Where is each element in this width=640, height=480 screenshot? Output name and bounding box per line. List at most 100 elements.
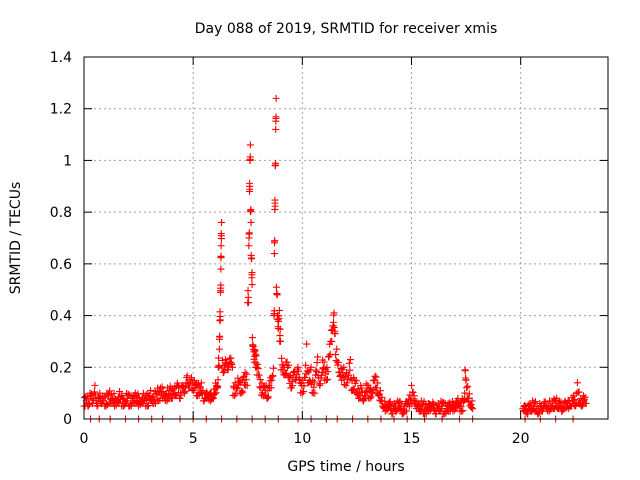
data-point xyxy=(248,269,256,277)
data-point xyxy=(215,354,223,362)
axis-ticks: 0 0.2 0.4 0.6 0.8 1 1.2 1.4 0 5 10 15 20 xyxy=(50,50,608,447)
data-point xyxy=(403,407,411,415)
data-point xyxy=(233,384,241,392)
data-point xyxy=(311,389,319,397)
data-point xyxy=(376,387,384,395)
data-point xyxy=(264,393,272,401)
data-point xyxy=(275,306,283,314)
data-point xyxy=(571,396,579,404)
y-tick-label: 0 xyxy=(63,412,72,428)
data-point xyxy=(323,363,331,371)
data-point xyxy=(241,369,249,377)
data-point xyxy=(263,394,271,402)
data-point xyxy=(303,340,311,348)
data-point xyxy=(320,358,328,366)
data-point xyxy=(283,369,291,377)
data-point xyxy=(458,407,466,415)
data-point xyxy=(289,382,297,390)
data-point xyxy=(332,351,340,359)
data-point xyxy=(239,388,247,396)
data-point xyxy=(267,384,275,392)
data-point xyxy=(106,387,114,395)
data-point xyxy=(273,291,281,299)
data-point xyxy=(183,372,191,380)
data-point xyxy=(464,382,472,390)
data-point xyxy=(246,185,254,193)
data-point xyxy=(190,376,198,384)
plot-frame xyxy=(83,56,609,420)
data-point xyxy=(575,388,583,396)
data-point xyxy=(91,381,99,389)
data-point xyxy=(212,389,220,397)
data-point xyxy=(246,153,254,161)
data-point xyxy=(330,309,338,317)
data-point xyxy=(271,237,279,245)
data-point xyxy=(328,337,336,345)
data-point xyxy=(143,402,151,410)
data-point xyxy=(329,318,337,326)
data-point xyxy=(252,352,260,360)
data-point xyxy=(278,354,286,362)
data-point xyxy=(245,242,253,250)
data-point xyxy=(276,332,284,340)
data-point xyxy=(295,367,303,375)
data-point xyxy=(156,384,164,392)
data-point xyxy=(255,371,263,379)
data-point xyxy=(215,345,223,353)
data-point xyxy=(420,397,428,405)
data-point xyxy=(269,372,277,380)
data-point xyxy=(322,376,330,384)
y-tick-label: 1 xyxy=(63,153,72,169)
x-tick-label: 15 xyxy=(403,431,421,447)
data-point xyxy=(578,402,586,410)
x-axis-label: GPS time / hours xyxy=(287,459,404,475)
data-point xyxy=(346,356,354,364)
data-point xyxy=(346,366,354,374)
data-point xyxy=(469,405,477,413)
data-point xyxy=(245,229,253,237)
data-point xyxy=(251,350,259,358)
data-point xyxy=(285,361,293,369)
x-tick-label: 10 xyxy=(293,431,311,447)
data-point xyxy=(386,397,394,405)
data-point xyxy=(218,218,226,226)
data-point xyxy=(459,407,467,415)
data-point xyxy=(215,363,223,371)
data-point xyxy=(530,399,538,407)
data-point xyxy=(270,250,278,258)
data-point xyxy=(582,399,590,407)
y-tick-label: 0.8 xyxy=(50,205,72,221)
y-tick-label: 0.4 xyxy=(50,309,72,325)
y-tick-label: 1.2 xyxy=(50,102,72,118)
data-point xyxy=(323,375,331,383)
data-point xyxy=(300,382,308,390)
x-tick-label: 20 xyxy=(512,431,530,447)
data-point xyxy=(248,334,256,342)
data-point xyxy=(238,387,246,395)
data-point xyxy=(252,363,260,371)
data-point xyxy=(269,364,277,372)
data-point xyxy=(425,407,433,415)
data-point xyxy=(245,299,253,307)
data-point xyxy=(462,376,470,384)
data-points xyxy=(80,94,590,423)
data-point xyxy=(197,379,205,387)
data-point xyxy=(234,374,242,382)
data-point xyxy=(277,337,284,345)
data-point xyxy=(214,383,222,391)
data-point xyxy=(248,255,256,263)
data-point xyxy=(272,283,280,291)
data-point xyxy=(272,94,280,102)
data-point xyxy=(405,395,413,403)
data-point xyxy=(307,363,315,371)
data-point xyxy=(345,359,353,367)
data-point xyxy=(409,388,417,396)
data-point xyxy=(275,314,283,322)
chart-title: Day 088 of 2019, SRMTID for receiver xmi… xyxy=(195,21,498,37)
x-tick-label: 5 xyxy=(189,431,198,447)
data-point xyxy=(362,380,370,388)
data-point xyxy=(125,391,133,399)
data-point xyxy=(468,404,476,412)
data-point xyxy=(301,373,309,381)
